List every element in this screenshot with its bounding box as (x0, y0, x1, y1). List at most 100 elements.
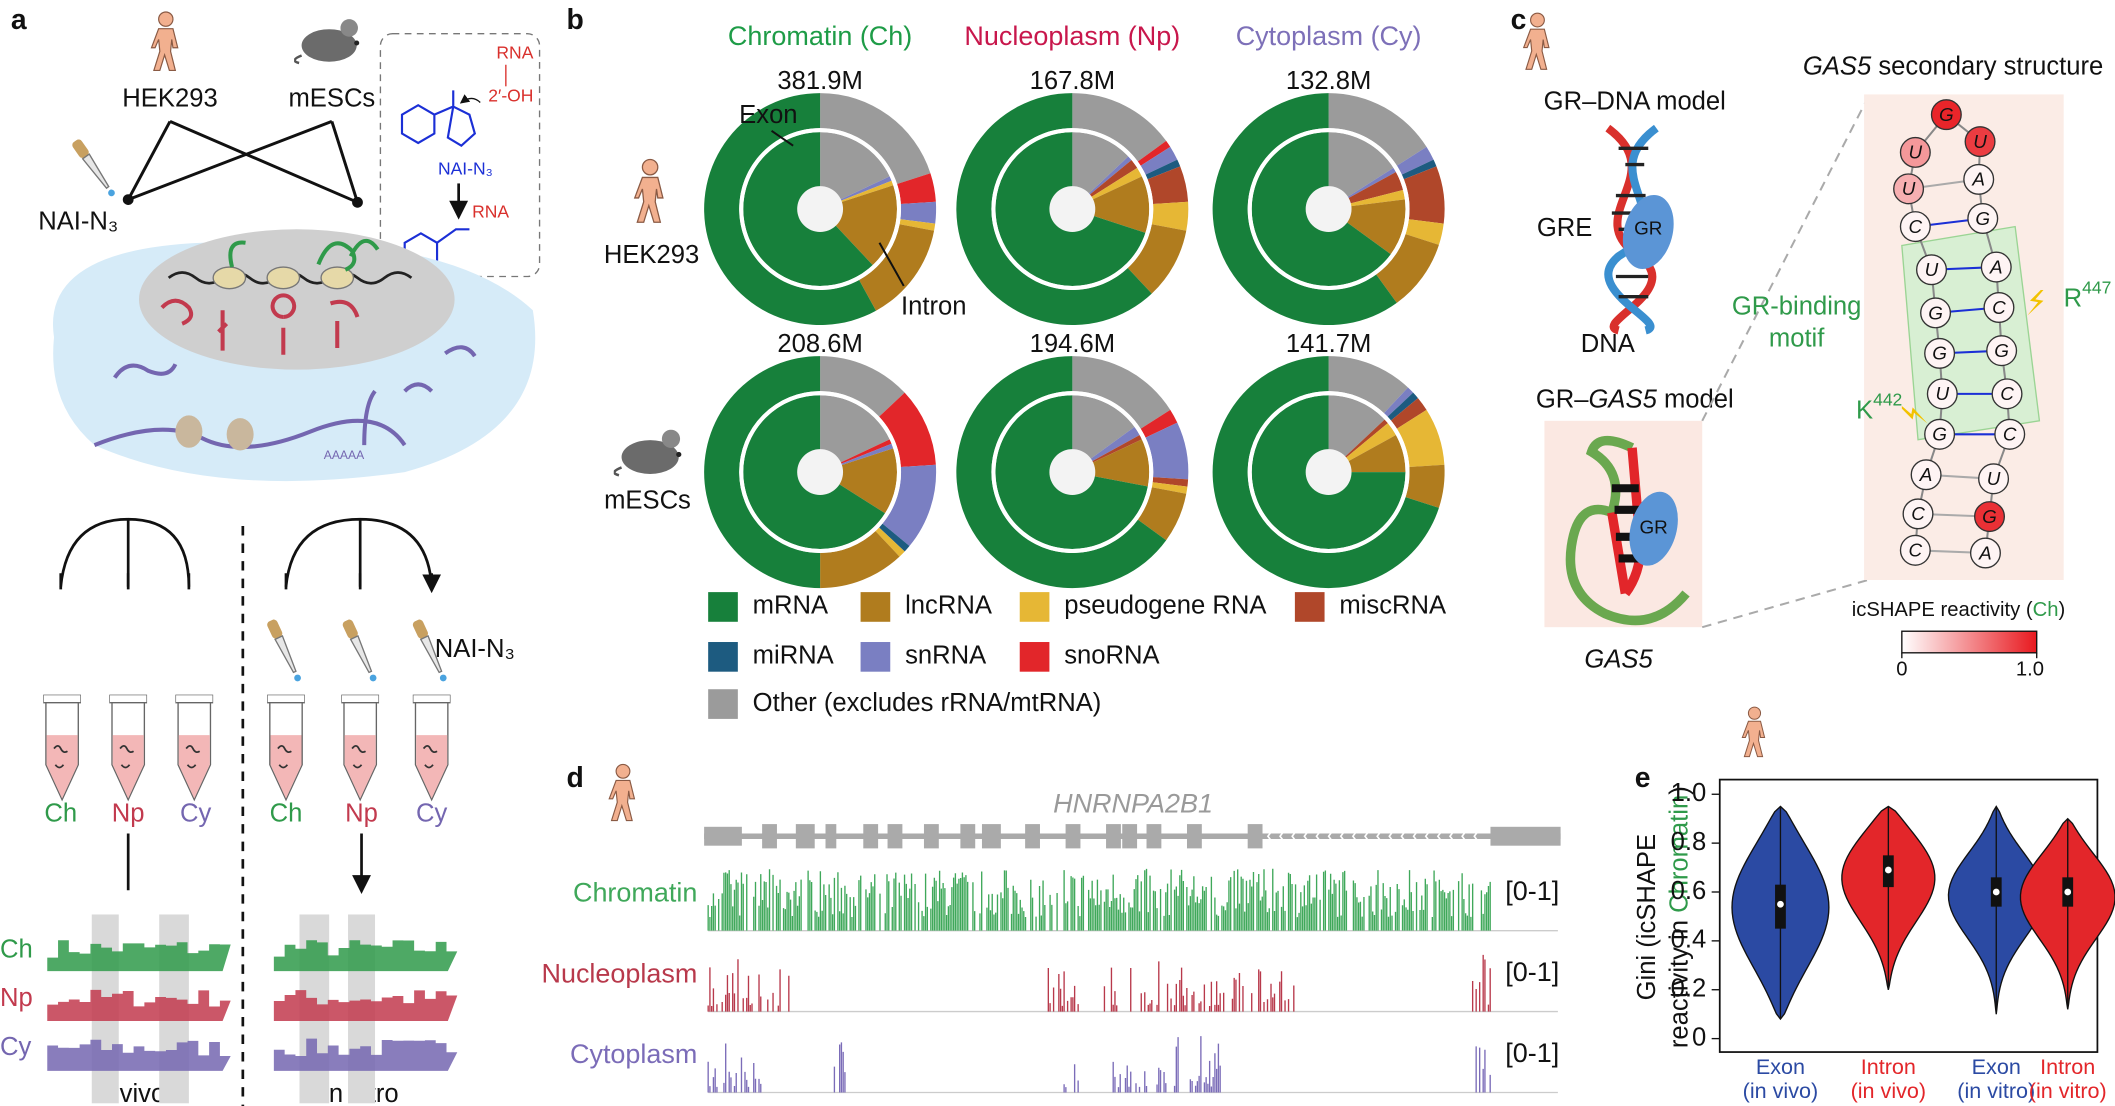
base-letter: G (1982, 507, 1997, 528)
tube (341, 694, 380, 801)
pie-slice (1401, 159, 1437, 180)
split-arrows (59, 517, 434, 587)
gas5-rna (1565, 435, 1690, 626)
pie-slice (1387, 392, 1418, 421)
dropper (340, 617, 381, 684)
pie-slice (1140, 409, 1178, 438)
base-letter: G (1932, 344, 1947, 365)
ribosome (175, 415, 203, 448)
legend-label: miRNA (753, 642, 835, 670)
track-range: [0-1] (1505, 1038, 1559, 1068)
nucleotide (1973, 501, 2006, 533)
x-tick-label: (in vivo) (1851, 1078, 1927, 1103)
gene-name: HNRNPA2B1 (1053, 788, 1213, 818)
pie-slice (820, 132, 890, 210)
pie-slice (704, 356, 821, 589)
profile-tracks: Ch Np Cy (0, 914, 458, 1104)
base-letter: A (1919, 465, 1933, 486)
nucleus (138, 229, 455, 370)
legend-label: mRNA (753, 592, 829, 620)
track-range: [0-1] (1505, 957, 1559, 987)
text-part: K (1856, 396, 1873, 424)
chevron (1388, 830, 1394, 843)
nucleotide (1893, 173, 1925, 205)
cytoplasmic-rna (93, 345, 477, 450)
nucleotide (1924, 418, 1956, 450)
tube (267, 694, 305, 801)
cell-label: mESCs (288, 85, 375, 113)
down-arrow (126, 833, 361, 891)
pie-total: 141.7M (1286, 330, 1371, 358)
motif-label: GR-binding (1732, 292, 1862, 320)
pie-slice (1212, 356, 1439, 589)
chevron (1291, 830, 1297, 843)
residue-label: K442 (1856, 389, 1902, 424)
ring-separator (991, 391, 1154, 553)
text-part: Ch (2033, 599, 2059, 621)
gr-label: GR (1640, 518, 1668, 539)
pie-total: 132.8M (1286, 67, 1371, 95)
pie-slice (1396, 409, 1445, 467)
track-name: Chromatin (573, 877, 697, 907)
panel-label: c (1511, 4, 1527, 36)
fraction-label: Np (112, 799, 145, 827)
base-letter: G (1939, 105, 1954, 126)
dropper (70, 137, 119, 200)
track-label: Ch (0, 936, 33, 964)
legend-label: miscRNA (1339, 592, 1447, 620)
base-letter: U (1902, 179, 1916, 200)
x-tick-label: Exon (1972, 1054, 2021, 1079)
text-part: GR– (1536, 385, 1589, 413)
legend-swatch (708, 689, 738, 719)
nucleotide (1978, 463, 2010, 495)
y-tick-label: 0 (1692, 1023, 1706, 1051)
pie-slice (1390, 398, 1427, 429)
pie-hole (1049, 449, 1096, 496)
pairing-lines (126, 120, 359, 204)
exon (762, 824, 777, 849)
ring-separator (1247, 391, 1410, 553)
tube (175, 694, 214, 801)
chevron (1461, 830, 1467, 843)
column-header: Cytoplasm (Cy) (1236, 21, 1422, 51)
base-letter: U (1973, 132, 1987, 153)
gr-protein (1622, 194, 1674, 270)
exon-label: Exon (739, 101, 797, 129)
residue-label: R447 (2064, 277, 2112, 312)
gas5-pairs (1611, 484, 1643, 563)
pie-slice (1072, 356, 1171, 429)
panel-label: e (1635, 762, 1651, 794)
pie-slice (875, 527, 905, 557)
pie-slice (897, 173, 936, 204)
nucleotide (1991, 378, 2023, 410)
pies: 381.9M 167.8M 132.8M 208.6M 194.6M 141.7M (704, 67, 1445, 589)
pie-hole (1049, 186, 1096, 232)
dot (352, 196, 363, 208)
x-tick-label: (in vitro) (2029, 1078, 2107, 1103)
pie-slice (1328, 356, 1409, 414)
x-tick-label: Exon (1756, 1054, 1805, 1079)
track-range: [0-1] (1505, 876, 1559, 906)
pie-total: 167.8M (1030, 67, 1115, 95)
pie-slice (882, 464, 937, 547)
profile (273, 940, 458, 972)
model-title: GR–DNA model (1544, 87, 1726, 115)
chem-text: NAI-N₃ (438, 159, 493, 179)
chevron (1315, 830, 1322, 843)
nascent-rna (228, 238, 380, 272)
gr-protein (1629, 491, 1678, 566)
gas5-label: GAS5 (1584, 646, 1653, 674)
nucleotide (1994, 418, 2026, 450)
pie-slice (879, 523, 910, 552)
chevron (1436, 830, 1443, 843)
contact-bolt (2027, 289, 2044, 316)
pie-slice (859, 224, 935, 311)
dna-strand (1604, 124, 1659, 335)
pie-slice (704, 93, 876, 326)
column-header: Nucleoplasm (Np) (964, 21, 1180, 51)
pie-slice (1072, 132, 1129, 210)
text-part: icSHAPE reactivity ( (1852, 599, 2033, 621)
exon (923, 824, 939, 849)
base-letter: G (1994, 341, 2009, 362)
dna-label: DNA (1581, 330, 1636, 358)
